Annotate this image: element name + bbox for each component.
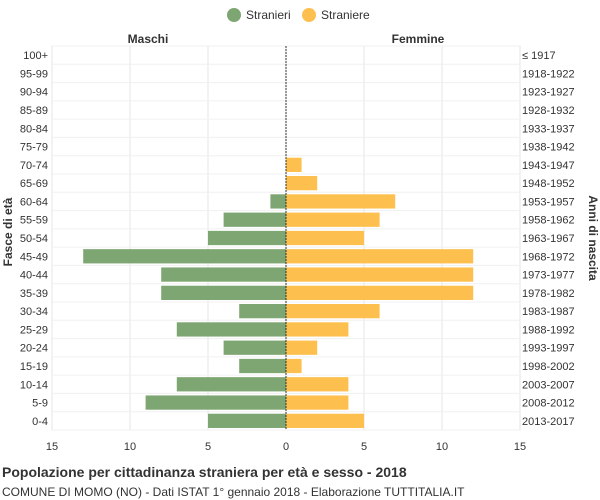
legend-label-stranieri: Stranieri — [246, 8, 291, 22]
birth-year-labels: ≤ 1917 1918-1922 1923-1927 1928-1932 1933-19… — [522, 50, 575, 428]
birth-year-label: 1928-1932 — [522, 105, 575, 117]
birth-year-label: 1948-1952 — [522, 178, 575, 190]
x-tick-label: 15 — [46, 441, 58, 453]
bar-stranieri-20-24 — [223, 340, 286, 355]
bar-stranieri-10-14 — [176, 377, 286, 392]
age-group-label: 65-69 — [20, 178, 48, 190]
birth-year-label: 1923-1927 — [522, 87, 575, 99]
bar-straniere-10-14 — [286, 377, 349, 392]
x-tick-label: 15 — [514, 441, 526, 453]
birth-year-label: 1943-1947 — [522, 160, 575, 172]
birth-year-label: 1988-1992 — [522, 324, 575, 336]
age-group-label: 75-79 — [20, 142, 48, 154]
birth-year-label: ≤ 1917 — [522, 50, 556, 62]
chart-subtitle: COMUNE DI MOMO (NO) - Dati ISTAT 1° genn… — [2, 485, 465, 499]
bar-straniere-60-64 — [286, 194, 396, 209]
bar-straniere-25-29 — [286, 322, 349, 337]
bar-straniere-35-39 — [286, 285, 474, 300]
birth-year-label: 1998-2002 — [522, 361, 575, 373]
legend-swatch-stranieri — [227, 8, 241, 22]
age-group-label: 60-64 — [20, 196, 48, 208]
bar-stranieri-5-9 — [145, 395, 286, 410]
bar-straniere-30-34 — [286, 304, 380, 319]
birth-year-label: 1968-1972 — [522, 251, 575, 263]
age-group-label: 25-29 — [20, 324, 48, 336]
birth-year-label: 2008-2012 — [522, 398, 575, 410]
age-group-label: 35-39 — [20, 288, 48, 300]
age-group-label: 80-84 — [20, 123, 48, 135]
legend: Stranieri Straniere — [227, 8, 370, 22]
age-group-label: 55-59 — [20, 215, 48, 227]
birth-year-label: 1933-1937 — [522, 123, 575, 135]
bar-straniere-65-69 — [286, 176, 318, 191]
x-tick-label: 10 — [436, 441, 448, 453]
age-group-label: 40-44 — [20, 270, 48, 282]
legend-swatch-straniere — [302, 8, 316, 22]
bar-straniere-20-24 — [286, 340, 318, 355]
bar-straniere-5-9 — [286, 395, 349, 410]
bar-straniere-40-44 — [286, 267, 474, 282]
birth-year-label: 2013-2017 — [522, 416, 575, 428]
bar-stranieri-55-59 — [223, 212, 286, 227]
bar-straniere-55-59 — [286, 212, 380, 227]
chart-title: Popolazione per cittadinanza straniera p… — [2, 464, 407, 480]
bar-stranieri-25-29 — [176, 322, 286, 337]
bar-stranieri-50-54 — [208, 230, 286, 246]
bar-stranieri-35-39 — [161, 285, 286, 300]
bar-straniere-15-19 — [286, 358, 302, 374]
birth-year-label: 1978-1982 — [522, 288, 575, 300]
legend-label-straniere: Straniere — [321, 8, 370, 22]
age-group-label: 15-19 — [20, 361, 48, 373]
bar-stranieri-60-64 — [270, 194, 286, 209]
birth-year-label: 1938-1942 — [522, 142, 575, 154]
bar-stranieri-0-4 — [208, 413, 286, 428]
age-group-label: 5-9 — [32, 398, 48, 410]
birth-year-label: 1958-1962 — [522, 215, 575, 227]
age-group-label: 90-94 — [20, 87, 48, 99]
x-axis-labels: 15 10 5 0 5 10 15 — [46, 441, 526, 453]
age-group-label: 30-34 — [20, 306, 48, 318]
age-group-label: 20-24 — [20, 343, 48, 355]
age-group-label: 45-49 — [20, 251, 48, 263]
x-tick-label: 0 — [283, 441, 289, 453]
age-group-label: 50-54 — [20, 233, 48, 245]
x-tick-label: 10 — [124, 441, 136, 453]
bar-straniere-70-74 — [286, 157, 302, 172]
age-group-label: 95-99 — [20, 68, 48, 80]
bar-stranieri-30-34 — [239, 304, 286, 319]
age-group-label: 70-74 — [20, 160, 48, 172]
x-tick-label: 5 — [205, 441, 211, 453]
bar-straniere-50-54 — [286, 230, 364, 246]
population-pyramid-chart: Stranieri Straniere Maschi Femmine Fasce… — [1, 8, 600, 453]
bar-stranieri-40-44 — [161, 267, 286, 282]
age-group-label: 0-4 — [32, 416, 48, 428]
y-axis-title-left: Fasce di età — [1, 197, 15, 266]
age-group-label: 85-89 — [20, 105, 48, 117]
age-group-label: 100+ — [23, 50, 48, 62]
birth-year-label: 1973-1977 — [522, 270, 575, 282]
birth-year-label: 1983-1987 — [522, 306, 575, 318]
birth-year-label: 1993-1997 — [522, 343, 575, 355]
right-header-femmine: Femmine — [392, 32, 445, 46]
birth-year-label: 1953-1957 — [522, 196, 575, 208]
bars — [83, 46, 474, 430]
left-header-maschi: Maschi — [128, 32, 169, 46]
y-axis-title-right: Anni di nascita — [586, 195, 600, 281]
age-group-labels: 100+ 95-99 90-94 85-89 80-84 75-79 70-74 65-69 6… — [20, 50, 48, 428]
age-group-label: 10-14 — [20, 379, 48, 391]
x-tick-label: 5 — [361, 441, 367, 453]
bar-stranieri-45-49 — [83, 249, 286, 264]
birth-year-label: 1918-1922 — [522, 68, 575, 80]
bar-straniere-45-49 — [286, 249, 474, 264]
birth-year-label: 2003-2007 — [522, 379, 575, 391]
birth-year-label: 1963-1967 — [522, 233, 575, 245]
bar-straniere-0-4 — [286, 413, 364, 428]
bar-stranieri-15-19 — [239, 358, 286, 374]
